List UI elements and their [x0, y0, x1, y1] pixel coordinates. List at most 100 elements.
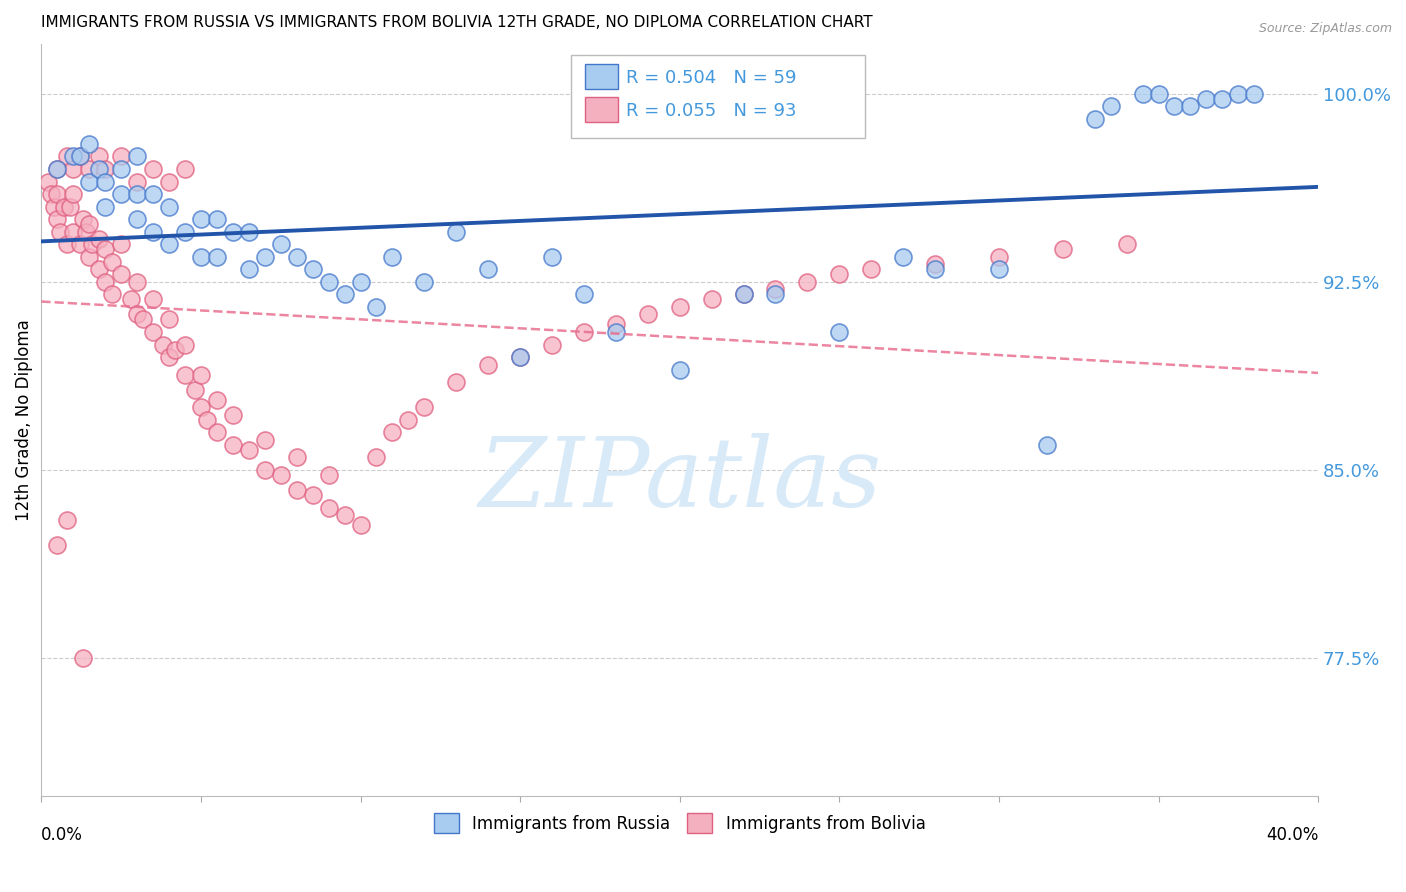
- Point: [87, 149, 110, 163]
- Point: [1147, 87, 1170, 101]
- Point: [349, 275, 371, 289]
- Point: [222, 408, 245, 422]
- Point: [69, 149, 91, 163]
- Point: [333, 508, 356, 522]
- Point: [413, 401, 436, 415]
- Point: [828, 325, 851, 339]
- Point: [1115, 237, 1137, 252]
- Point: [987, 250, 1010, 264]
- Point: [110, 187, 132, 202]
- Point: [127, 149, 149, 163]
- Point: [142, 293, 165, 307]
- Point: [94, 161, 117, 176]
- Text: ZIPatlas: ZIPatlas: [478, 433, 882, 527]
- Point: [142, 325, 165, 339]
- Point: [285, 483, 308, 497]
- Legend: Immigrants from Russia, Immigrants from Bolivia: Immigrants from Russia, Immigrants from …: [427, 806, 932, 840]
- Point: [477, 358, 499, 372]
- Point: [157, 312, 180, 326]
- Point: [62, 225, 84, 239]
- Point: [205, 425, 228, 440]
- Point: [56, 149, 79, 163]
- Point: [72, 212, 94, 227]
- Point: [318, 275, 340, 289]
- Point: [828, 268, 851, 282]
- Point: [46, 212, 69, 227]
- Point: [1036, 438, 1059, 452]
- Point: [285, 250, 308, 264]
- Point: [120, 293, 142, 307]
- Point: [637, 308, 659, 322]
- Point: [174, 225, 197, 239]
- Point: [765, 287, 787, 301]
- Point: [183, 383, 205, 397]
- Point: [87, 161, 110, 176]
- Point: [366, 450, 388, 465]
- Point: [72, 651, 94, 665]
- Point: [446, 375, 468, 389]
- Point: [366, 300, 388, 314]
- Point: [270, 237, 292, 252]
- Point: [42, 200, 65, 214]
- Point: [1211, 92, 1233, 106]
- Point: [205, 250, 228, 264]
- Point: [110, 149, 132, 163]
- Point: [253, 463, 276, 477]
- Point: [238, 225, 260, 239]
- Point: [69, 237, 91, 252]
- Point: [349, 518, 371, 533]
- Point: [46, 161, 69, 176]
- Point: [190, 368, 212, 382]
- Point: [165, 343, 187, 357]
- Point: [142, 161, 165, 176]
- Point: [253, 250, 276, 264]
- Point: [572, 287, 595, 301]
- Point: [1132, 87, 1154, 101]
- Point: [127, 308, 149, 322]
- Point: [94, 242, 117, 256]
- Point: [509, 350, 531, 364]
- Point: [605, 318, 627, 332]
- Point: [222, 225, 245, 239]
- Point: [333, 287, 356, 301]
- Point: [205, 212, 228, 227]
- Point: [253, 433, 276, 447]
- Point: [49, 225, 72, 239]
- Point: [396, 413, 419, 427]
- Point: [572, 325, 595, 339]
- Point: [157, 175, 180, 189]
- Point: [605, 325, 627, 339]
- Point: [82, 237, 104, 252]
- Text: 40.0%: 40.0%: [1265, 826, 1319, 844]
- Point: [87, 232, 110, 246]
- Point: [37, 175, 59, 189]
- Y-axis label: 12th Grade, No Diploma: 12th Grade, No Diploma: [15, 318, 32, 521]
- Point: [77, 161, 100, 176]
- Point: [318, 500, 340, 515]
- Point: [924, 262, 946, 277]
- Point: [860, 262, 883, 277]
- Point: [541, 250, 564, 264]
- Text: R = 0.504   N = 59: R = 0.504 N = 59: [626, 69, 797, 87]
- Point: [87, 262, 110, 277]
- Text: IMMIGRANTS FROM RUSSIA VS IMMIGRANTS FROM BOLIVIA 12TH GRADE, NO DIPLOMA CORRELA: IMMIGRANTS FROM RUSSIA VS IMMIGRANTS FRO…: [41, 15, 873, 30]
- Point: [190, 401, 212, 415]
- Point: [56, 237, 79, 252]
- Point: [157, 237, 180, 252]
- Point: [59, 200, 82, 214]
- Point: [56, 513, 79, 527]
- Point: [301, 262, 323, 277]
- Point: [413, 275, 436, 289]
- Point: [132, 312, 155, 326]
- Point: [205, 392, 228, 407]
- Point: [77, 136, 100, 151]
- Point: [1084, 112, 1107, 126]
- Point: [891, 250, 914, 264]
- Point: [75, 225, 97, 239]
- Point: [100, 287, 122, 301]
- Point: [77, 175, 100, 189]
- Point: [190, 212, 212, 227]
- Point: [1243, 87, 1265, 101]
- Point: [1099, 99, 1122, 113]
- Point: [127, 175, 149, 189]
